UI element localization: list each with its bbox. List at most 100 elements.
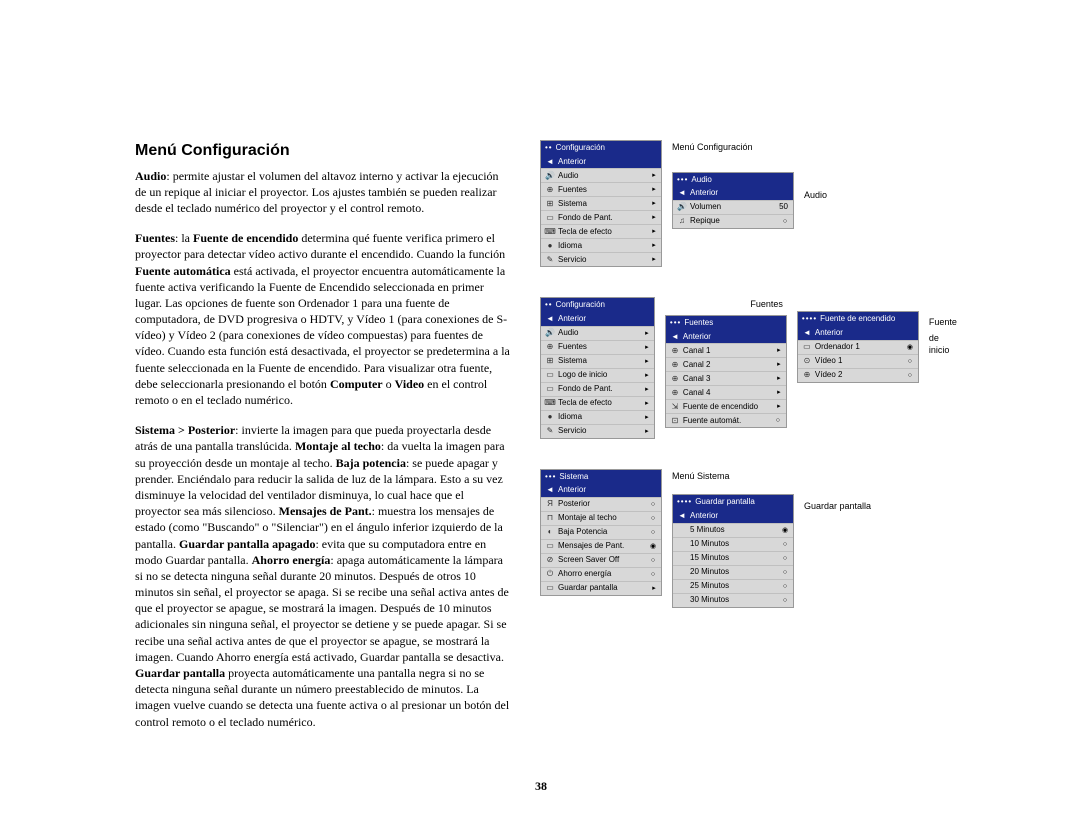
menu-config: ••Configuración◄Anterior🔊Audio▸⊕Fuentes▸…: [540, 140, 662, 267]
menu-item-label: Screen Saver Off: [556, 555, 648, 565]
menu_config2-item[interactable]: ▭Logo de inicio▸: [541, 369, 654, 383]
chevron-right-icon: ▸: [650, 241, 658, 250]
menu_fuentes-item[interactable]: ⊕Canal 1▸: [666, 344, 786, 358]
menu-item-icon: ▭: [544, 213, 556, 223]
menu_audio-item[interactable]: ♫Repique○: [673, 215, 793, 228]
chevron-right-icon: ▸: [643, 385, 651, 394]
menu-item-icon: ✎: [544, 426, 556, 436]
menu_sistema-item[interactable]: ◐Baja Potencia○: [541, 526, 661, 540]
menu_guardar-item[interactable]: 20 Minutos○: [673, 566, 793, 580]
menu_config-item[interactable]: 🔊Audio▸: [541, 169, 661, 183]
menu-guardar: ••••Guardar pantalla◄Anterior5 Minutos◉1…: [672, 494, 794, 607]
menu-audio: •••Audio◄Anterior🔊Volumen50♫Repique○: [672, 172, 794, 229]
menu-item-label: Audio: [556, 328, 643, 338]
row-fuentes: ••Configuración◄Anterior🔊Audio▸⊕Fuentes▸…: [540, 297, 960, 438]
menu_config-item[interactable]: ✎Servicio▸: [541, 253, 661, 266]
menu_config2-item[interactable]: ▭Fondo de Pant.▸: [541, 383, 654, 397]
menu_config2-item[interactable]: ◄Anterior: [541, 313, 654, 327]
menu_config2-item[interactable]: ●Idioma▸: [541, 411, 654, 425]
radio-icon: ○: [780, 582, 790, 591]
menu_guardar-item[interactable]: ◄Anterior: [673, 510, 793, 524]
radio-icon: ◉: [780, 526, 790, 535]
menu_config-item[interactable]: ⌨Tecla de efecto▸: [541, 225, 661, 239]
chevron-right-icon: ▸: [775, 346, 783, 355]
menu-item-label: Fuentes: [556, 185, 650, 195]
menu_sistema-item[interactable]: ⊓Montaje al techo○: [541, 512, 661, 526]
menu_config-item[interactable]: ●Idioma▸: [541, 239, 661, 253]
menu_guardar-item[interactable]: 5 Minutos◉: [673, 524, 793, 538]
menu_guardar-item[interactable]: 10 Minutos○: [673, 538, 793, 552]
menu_guardar-title: ••••Guardar pantalla: [673, 495, 793, 509]
menu-item-label: Servicio: [556, 426, 643, 436]
menu_config2-item[interactable]: 🔊Audio▸: [541, 327, 654, 341]
chevron-right-icon: ▸: [643, 371, 651, 380]
menu_fuente_enc-title: ••••Fuente de encendido: [798, 312, 918, 326]
menu-item-icon: ▭: [544, 541, 556, 551]
radio-icon: ○: [780, 217, 790, 226]
radio-icon: ○: [648, 528, 658, 537]
menu-item-icon: ⊕: [669, 346, 681, 356]
chevron-right-icon: ▸: [643, 427, 651, 436]
radio-icon: ◉: [905, 343, 915, 352]
menu_sistema-item[interactable]: ◄Anterior: [541, 484, 661, 498]
menu_config-item[interactable]: ◄Anterior: [541, 155, 661, 169]
menu_audio-item[interactable]: 🔊Volumen50: [673, 201, 793, 215]
radio-icon: ○: [780, 540, 790, 549]
menu-item-label: 15 Minutos: [688, 553, 780, 563]
menu_guardar-item[interactable]: 25 Minutos○: [673, 580, 793, 594]
menu_fuentes-item[interactable]: ⊕Canal 3▸: [666, 372, 786, 386]
menu-item-icon: ◐: [544, 527, 556, 537]
menu-item-label: 25 Minutos: [688, 581, 780, 591]
heading: Menú Configuración: [135, 140, 510, 162]
menu_sistema-item[interactable]: ЯPosterior○: [541, 498, 661, 512]
menu-item-icon: ⊞: [544, 356, 556, 366]
row-sistema: •••Sistema◄AnteriorЯPosterior○⊓Montaje a…: [540, 469, 960, 608]
menu-sistema: •••Sistema◄AnteriorЯPosterior○⊓Montaje a…: [540, 469, 662, 596]
menu_config2-item[interactable]: ⌨Tecla de efecto▸: [541, 397, 654, 411]
menu-item-icon: Я: [544, 499, 556, 509]
menu-item-label: Ordenador 1: [813, 342, 905, 352]
menu_sistema-item[interactable]: ⊘Screen Saver Off○: [541, 554, 661, 568]
menu_fuentes-item[interactable]: ⊕Canal 4▸: [666, 386, 786, 400]
menu_fuentes-item[interactable]: ◄Anterior: [666, 330, 786, 344]
menu_config-item[interactable]: ⊞Sistema▸: [541, 197, 661, 211]
menu_config-item[interactable]: ▭Fondo de Pant.▸: [541, 211, 661, 225]
chevron-right-icon: ▸: [643, 357, 651, 366]
menu_config2-item[interactable]: ⊞Sistema▸: [541, 355, 654, 369]
menu_config2-item[interactable]: ✎Servicio▸: [541, 425, 654, 438]
menu_fuentes-item[interactable]: ⊡Fuente automát.○: [666, 414, 786, 427]
menu_sistema-title: •••Sistema: [541, 470, 661, 484]
menu-item-label: Audio: [556, 171, 650, 181]
menu_fuente_enc-item[interactable]: ⊕Vídeo 2○: [798, 369, 918, 382]
menu_sistema-item[interactable]: ▭Guardar pantalla▸: [541, 582, 661, 595]
menu-item-label: Anterior: [688, 511, 790, 521]
menu-item-icon: ⏻: [544, 569, 556, 579]
caption-sistema: Menú Sistema: [672, 469, 794, 483]
menu_config2-item[interactable]: ⊕Fuentes▸: [541, 341, 654, 355]
menu_sistema-item[interactable]: ⏻Ahorro energía○: [541, 568, 661, 582]
menu-item-icon: ◄: [544, 314, 556, 324]
menu-item-icon: ▭: [544, 384, 556, 394]
menu-item-label: Ahorro energía: [556, 569, 648, 579]
menu-item-icon: ⊕: [544, 185, 556, 195]
menu-item-icon: ⊓: [544, 513, 556, 523]
menu_config-item[interactable]: ⊕Fuentes▸: [541, 183, 661, 197]
menu-item-label: Posterior: [556, 499, 648, 509]
menu_guardar-item[interactable]: 15 Minutos○: [673, 552, 793, 566]
menu_audio-item[interactable]: ◄Anterior: [673, 187, 793, 201]
menu-item-label: Idioma: [556, 412, 643, 422]
menu_guardar-item[interactable]: 30 Minutos○: [673, 594, 793, 607]
radio-icon: ○: [905, 357, 915, 366]
menu_fuente_enc-item[interactable]: ⊙Vídeo 1○: [798, 355, 918, 369]
menu_fuentes-item[interactable]: ⊕Canal 2▸: [666, 358, 786, 372]
radio-icon: ○: [905, 371, 915, 380]
menu_fuentes-item[interactable]: ⇲Fuente de encendido▸: [666, 400, 786, 414]
menu_fuente_enc-item[interactable]: ◄Anterior: [798, 327, 918, 341]
menu_fuente_enc-item[interactable]: ▭Ordenador 1◉: [798, 341, 918, 355]
menu-item-icon: ⌨: [544, 398, 556, 408]
menu_audio-title: •••Audio: [673, 173, 793, 187]
menu-item-label: Sistema: [556, 199, 650, 209]
chevron-right-icon: ▸: [775, 374, 783, 383]
menu_sistema-item[interactable]: ▭Mensajes de Pant.◉: [541, 540, 661, 554]
menu-item-label: Fondo de Pant.: [556, 213, 650, 223]
